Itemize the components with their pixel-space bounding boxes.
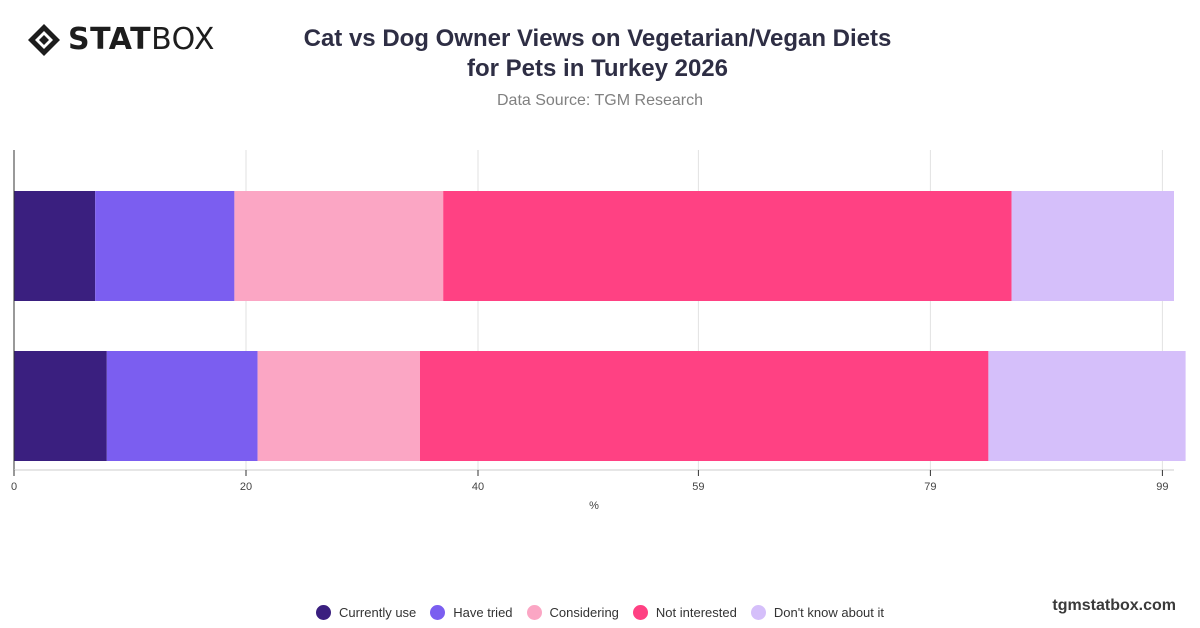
watermark: tgmstatbox.com: [1052, 597, 1176, 614]
x-tick-label-4: 79: [924, 481, 936, 493]
x-tick-label-0: 0: [11, 481, 17, 493]
bar-1-segment-1: [14, 191, 96, 301]
legend-swatch-1: [315, 604, 331, 620]
stacked-bar-chart: 0 20 40 59 79 99%: [11, 150, 1186, 512]
chart-title-line-2: for Pets in Turkey 2026: [467, 55, 728, 82]
bar-1-segment-4: [443, 191, 1012, 301]
brand-name: STATBOX: [68, 22, 215, 58]
bar-1-segment-5: [1011, 191, 1174, 301]
x-tick-label-3: 59: [692, 481, 704, 493]
legend-label-5: Don't know about it: [773, 604, 885, 620]
bar-2-segment-1: [14, 351, 107, 461]
legend-swatch-2: [430, 604, 446, 620]
chart-subtitle: Data Source: TGM Research: [496, 92, 703, 109]
x-axis-label: %: [589, 500, 599, 512]
chart-legend: Currently use Have tried Considering Not in…: [0, 602, 1200, 622]
legend-swatch-4: [632, 604, 648, 620]
brand-logo: STATBOX: [26, 22, 215, 58]
legend-label-2: Have tried: [453, 604, 513, 620]
legend-swatch-3: [526, 604, 542, 620]
legend-label-3: Considering: [549, 604, 619, 620]
diamond-logo-icon: [28, 24, 60, 56]
brand-name-light: BOX: [151, 22, 215, 57]
legend-swatch-5: [750, 604, 766, 620]
bar-2-segment-2: [106, 351, 258, 461]
bar-2-segment-5: [988, 351, 1186, 461]
x-tick-label-2: 40: [472, 481, 484, 493]
legend-item-4[interactable]: Not interested: [632, 604, 737, 620]
bar-1-segment-3: [234, 191, 444, 301]
legend-label-1: Currently use: [338, 604, 417, 620]
legend-item-2[interactable]: Have tried: [430, 604, 513, 620]
chart-title-line-1: Cat vs Dog Owner Views on Vegetarian/Veg…: [303, 25, 892, 52]
chart-title: Cat vs Dog Owner Views on Vegetarian/Veg…: [0, 24, 1195, 84]
legend-label-4: Not interested: [655, 604, 737, 620]
bar-2-segment-3: [257, 351, 420, 461]
legend-item-1[interactable]: Currently use: [315, 604, 417, 620]
x-tick-label-5: 99: [1156, 481, 1168, 493]
bar-1-segment-2: [95, 191, 235, 301]
legend-item-5[interactable]: Don't know about it: [750, 604, 885, 620]
bar-2-segment-4: [420, 351, 989, 461]
brand-name-bold: STAT: [68, 22, 152, 57]
x-tick-label-1: 20: [240, 481, 252, 493]
legend-item-3[interactable]: Considering: [526, 604, 619, 620]
